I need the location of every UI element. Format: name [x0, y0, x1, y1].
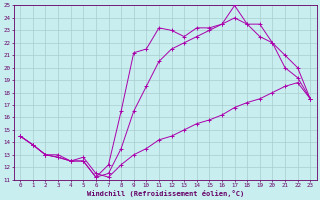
- X-axis label: Windchill (Refroidissement éolien,°C): Windchill (Refroidissement éolien,°C): [87, 190, 244, 197]
